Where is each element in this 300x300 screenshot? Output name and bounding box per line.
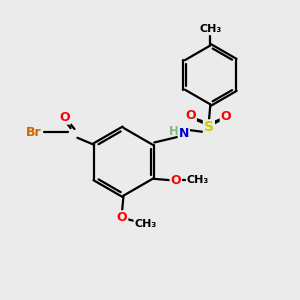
Text: CH₃: CH₃ bbox=[187, 175, 209, 185]
Text: S: S bbox=[204, 120, 214, 134]
Text: O: O bbox=[117, 211, 127, 224]
Text: O: O bbox=[221, 110, 231, 123]
Text: O: O bbox=[170, 174, 181, 187]
Text: CH₃: CH₃ bbox=[199, 24, 221, 34]
Text: O: O bbox=[185, 109, 196, 122]
Text: O: O bbox=[59, 111, 70, 124]
Text: H: H bbox=[169, 125, 178, 138]
Text: N: N bbox=[178, 127, 189, 140]
Text: Br: Br bbox=[26, 126, 42, 139]
Text: CH₃: CH₃ bbox=[134, 219, 157, 229]
